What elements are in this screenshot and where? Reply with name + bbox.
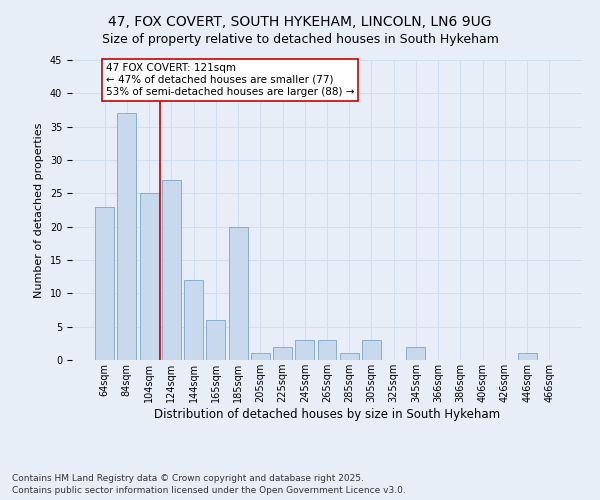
Bar [317, 340, 337, 360]
Bar [95, 206, 114, 360]
Bar [206, 320, 225, 360]
Text: Size of property relative to detached houses in South Hykeham: Size of property relative to detached ho… [101, 32, 499, 46]
Bar [229, 226, 248, 360]
Bar [140, 194, 158, 360]
Bar [251, 354, 270, 360]
Bar [184, 280, 203, 360]
Text: Contains HM Land Registry data © Crown copyright and database right 2025.
Contai: Contains HM Land Registry data © Crown c… [12, 474, 406, 495]
Bar [362, 340, 381, 360]
Bar [118, 114, 136, 360]
Bar [340, 354, 359, 360]
Text: 47, FOX COVERT, SOUTH HYKEHAM, LINCOLN, LN6 9UG: 47, FOX COVERT, SOUTH HYKEHAM, LINCOLN, … [108, 15, 492, 29]
Bar [162, 180, 181, 360]
Bar [273, 346, 292, 360]
Bar [295, 340, 314, 360]
Bar [406, 346, 425, 360]
Text: 47 FOX COVERT: 121sqm
← 47% of detached houses are smaller (77)
53% of semi-deta: 47 FOX COVERT: 121sqm ← 47% of detached … [106, 64, 354, 96]
Y-axis label: Number of detached properties: Number of detached properties [34, 122, 44, 298]
Bar [518, 354, 536, 360]
X-axis label: Distribution of detached houses by size in South Hykeham: Distribution of detached houses by size … [154, 408, 500, 421]
